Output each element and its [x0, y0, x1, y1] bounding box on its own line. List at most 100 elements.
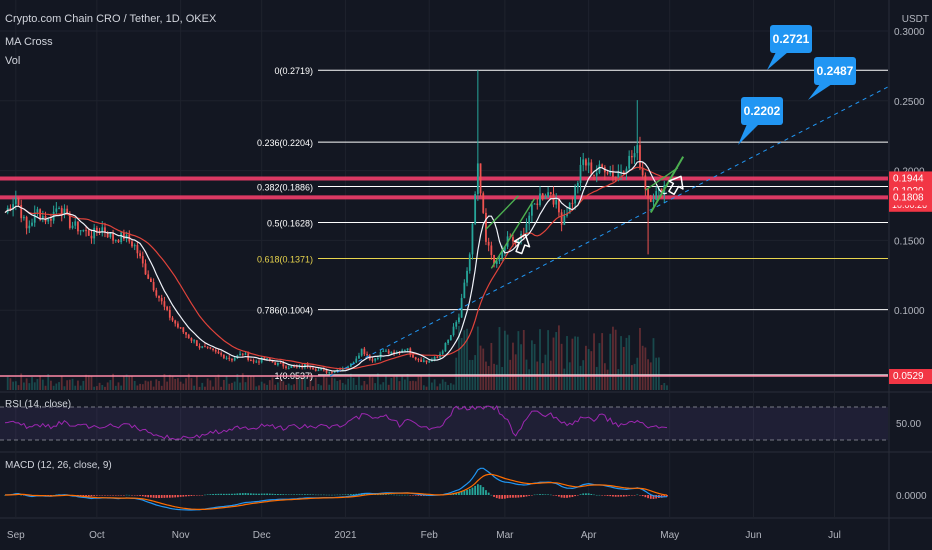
- candle-body: [644, 175, 647, 190]
- volume-bar: [228, 383, 231, 390]
- candle-body: [576, 183, 579, 188]
- candle-body: [498, 258, 501, 262]
- fibonacci-retracement: 0(0.2719) 0.236(0.2204) 0.382(0.1886) 0.5(0…: [0, 66, 888, 381]
- volume-bar: [185, 378, 187, 390]
- volume-legend[interactable]: Vol: [5, 55, 20, 67]
- macd-legend[interactable]: MACD (12, 26, close, 9): [5, 460, 112, 471]
- volume-bar: [87, 375, 90, 390]
- macd-histogram-bar: [282, 494, 285, 495]
- target-callout[interactable]: [741, 97, 783, 125]
- candle-body: [517, 239, 520, 243]
- macd-histogram-bar: [336, 494, 339, 496]
- macd-histogram-bar: [571, 495, 574, 498]
- target-callout[interactable]: [770, 25, 812, 53]
- volume-bar: [422, 385, 425, 390]
- volume-bar: [431, 382, 433, 390]
- candle-body: [309, 366, 312, 369]
- macd-histogram-bar: [128, 494, 131, 496]
- price-axis[interactable]: 0.30000.25000.20000.15000.10000.19440.19…: [889, 27, 932, 384]
- drawings[interactable]: [329, 86, 889, 377]
- target-callouts[interactable]: 0.2721 0.2487 0.2202: [738, 25, 856, 145]
- volume-bar: [374, 383, 377, 390]
- dashed-trend-line[interactable]: [329, 86, 889, 377]
- volume-bar: [271, 377, 274, 390]
- candle-body: [206, 346, 209, 348]
- candle-body: [209, 347, 212, 349]
- channel-line[interactable]: [490, 198, 536, 269]
- volume-bar: [20, 373, 23, 390]
- volume-bar: [620, 336, 622, 390]
- volume-bar: [563, 368, 566, 390]
- macd-histogram-bar: [601, 495, 604, 496]
- candle-body: [463, 282, 466, 299]
- macd-histogram-bar: [582, 493, 585, 495]
- volume-bar: [285, 384, 287, 390]
- price-tag-label: 0.1944: [893, 173, 924, 184]
- rsi-legend[interactable]: RSI (14, close): [5, 399, 71, 410]
- time-axis[interactable]: Sep Oct Nov Dec 2021 Feb Mar Apr May Jun Jul: [7, 530, 841, 541]
- candle-body: [549, 192, 552, 194]
- channel-line[interactable]: [644, 167, 679, 191]
- channel-line[interactable]: [485, 195, 519, 230]
- macd-histogram-bar: [141, 495, 144, 497]
- macd-histogram-bar: [320, 494, 323, 496]
- volume-bar: [333, 378, 336, 390]
- macd-histogram-bar: [509, 495, 512, 498]
- volume-bar: [366, 384, 368, 390]
- volume-bar: [298, 378, 301, 390]
- macd-histogram-bar: [112, 495, 114, 496]
- candle-body: [263, 357, 266, 360]
- target-callout[interactable]: [814, 57, 856, 85]
- macd-histogram-bar: [547, 494, 550, 495]
- channel-line[interactable]: [649, 156, 685, 214]
- macd-histogram-bar: [541, 494, 544, 495]
- fib-level-label: 0.5(0.1628): [267, 219, 313, 229]
- macd-histogram-bar: [385, 494, 387, 495]
- macd-histogram-bar: [574, 495, 577, 497]
- macd-histogram-bar: [285, 494, 287, 495]
- volume-bar: [566, 336, 568, 390]
- volume-bar: [150, 380, 152, 390]
- volume-bar: [155, 379, 158, 390]
- macd-histogram-bar: [106, 495, 109, 496]
- candle-body: [74, 221, 77, 226]
- macd-histogram-bar: [131, 495, 133, 496]
- macd-histogram-bar: [182, 495, 185, 497]
- candle-body: [214, 350, 217, 352]
- macd-histogram-bar: [555, 495, 558, 496]
- callout-pointer: [808, 84, 832, 100]
- volume-bar: [98, 382, 101, 390]
- candle-body: [244, 353, 247, 355]
- target-label: 0.2721: [773, 32, 810, 46]
- macd-histogram-bar: [468, 488, 471, 495]
- volume-bar: [14, 381, 17, 390]
- macd-histogram-bar: [271, 493, 274, 495]
- macd-histogram-bar: [376, 494, 379, 496]
- arrow-icon[interactable]: [665, 172, 688, 196]
- macd-histogram-bar: [174, 495, 177, 498]
- symbol-title[interactable]: Crypto.com Chain CRO / Tether, 1D, OKEX: [5, 13, 217, 25]
- x-tick-label: Apr: [581, 530, 597, 541]
- arrow-icon[interactable]: [511, 232, 533, 255]
- macd-histogram-bar: [274, 493, 277, 495]
- macd-histogram-bar: [560, 495, 563, 498]
- volume-bar: [522, 329, 525, 390]
- candle-body: [90, 235, 93, 239]
- candle-body: [639, 145, 641, 169]
- macd-histogram-bar: [347, 494, 350, 495]
- macd-histogram-bar: [485, 490, 487, 495]
- candle-body: [617, 172, 620, 178]
- volume-bar: [358, 375, 360, 390]
- ma-cross-legend[interactable]: MA Cross: [5, 36, 53, 48]
- volume-bar: [31, 377, 33, 390]
- candle-body: [185, 332, 187, 335]
- candle-body: [331, 371, 333, 373]
- candle-body: [228, 357, 231, 359]
- candle-body: [222, 354, 225, 359]
- candle-body: [363, 348, 366, 355]
- macd-histogram-bar: [525, 495, 528, 497]
- volume-bar: [74, 385, 77, 390]
- candle-body: [341, 368, 344, 371]
